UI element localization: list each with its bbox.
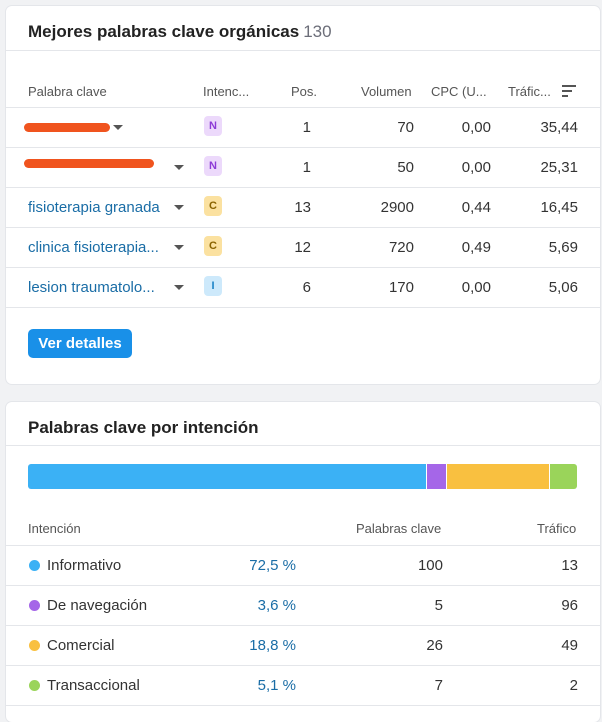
intent-keywords: 7 [434, 677, 443, 694]
keyword-link[interactable]: clinica fisioterapia... [28, 239, 159, 256]
pos-value: 12 [294, 239, 311, 256]
pos-value: 1 [302, 119, 311, 136]
intent-name: Transaccional [47, 677, 140, 694]
cpc-value: 0,00 [461, 279, 491, 296]
chevron-down-icon[interactable] [174, 285, 184, 290]
organic-keywords-card: Mejores palabras clave orgánicas 130 Pala… [6, 6, 600, 384]
volume-value: 170 [388, 279, 414, 296]
pos-value: 13 [294, 199, 311, 216]
redaction-mark [24, 159, 154, 168]
traffic-value: 5,69 [548, 239, 578, 256]
cpc-value: 0,00 [461, 159, 491, 176]
col-header-keyword[interactable]: Palabra clave [28, 84, 107, 99]
intent-traffic: 2 [569, 677, 578, 694]
intent-badge: I [204, 276, 222, 296]
intent-name: Comercial [47, 637, 115, 654]
col-header-intent: Intención [28, 521, 81, 536]
intent-name: Informativo [47, 557, 122, 574]
col-header-volume[interactable]: Volumen [361, 84, 412, 99]
traffic-value: 35,44 [540, 119, 578, 136]
navigational-dot-icon [29, 600, 40, 611]
intent-bar-segment[interactable] [446, 464, 549, 489]
organic-keywords-title: Mejores palabras clave orgánicas 130 [28, 22, 332, 42]
divider [6, 50, 600, 51]
intent-row: Comercial 18,8 % 26 49 [6, 626, 600, 666]
intent-traffic: 49 [561, 637, 578, 654]
intent-card: Palabras clave por intención Intención P… [6, 402, 600, 722]
traffic-value: 25,31 [540, 159, 578, 176]
col-header-cpc[interactable]: CPC (U... [431, 84, 487, 99]
divider [6, 445, 600, 446]
intent-badge: N [204, 116, 222, 136]
table-row: N 1 50 0,00 25,31 [6, 148, 600, 188]
intent-row: Informativo 72,5 % 100 13 [6, 546, 600, 586]
col-header-traffic[interactable]: Tráfic... [508, 84, 551, 99]
table-row: lesion traumatolo... I 6 170 0,00 5,06 [6, 268, 600, 308]
sort-icon[interactable] [562, 85, 576, 97]
intent-traffic: 13 [561, 557, 578, 574]
intent-row: De navegación 3,6 % 5 96 [6, 586, 600, 626]
intent-bar-segment[interactable] [426, 464, 446, 489]
keyword-link[interactable]: lesion traumatolo... [28, 279, 155, 296]
intent-keywords: 5 [434, 597, 443, 614]
table-row: clinica fisioterapia... C 12 720 0,49 5,… [6, 228, 600, 268]
col-header-pos[interactable]: Pos. [291, 84, 318, 99]
chevron-down-icon[interactable] [174, 165, 184, 170]
redacted-keyword [28, 165, 32, 181]
chevron-down-icon[interactable] [113, 125, 123, 130]
pos-value: 6 [302, 279, 311, 296]
table-row: N 1 70 0,00 35,44 [6, 108, 600, 148]
col-header-traffic: Tráfico [537, 521, 577, 536]
intent-keywords: 26 [426, 637, 443, 654]
organic-keywords-count: 130 [303, 22, 332, 41]
cpc-value: 0,44 [461, 199, 491, 216]
traffic-value: 5,06 [548, 279, 578, 296]
intent-pct[interactable]: 18,8 % [249, 637, 296, 654]
chevron-down-icon[interactable] [174, 205, 184, 210]
header-divider [6, 545, 600, 546]
chevron-down-icon[interactable] [174, 245, 184, 250]
volume-value: 70 [397, 119, 414, 136]
keyword-link[interactable]: fisioterapia granada [28, 199, 160, 216]
transactional-dot-icon [29, 680, 40, 691]
redaction-mark [24, 123, 110, 132]
header-divider [6, 107, 600, 108]
intent-pct[interactable]: 5,1 % [257, 677, 296, 694]
intent-bar-segment[interactable] [549, 464, 577, 489]
informative-dot-icon [29, 560, 40, 571]
col-header-keywords: Palabras clave [356, 521, 442, 536]
cpc-value: 0,00 [461, 119, 491, 136]
volume-value: 720 [388, 239, 414, 256]
intent-badge: C [204, 196, 222, 216]
intent-badge: C [204, 236, 222, 256]
cpc-value: 0,49 [461, 239, 491, 256]
intent-pct[interactable]: 72,5 % [249, 557, 296, 574]
volume-value: 50 [397, 159, 414, 176]
intent-row: Transaccional 5,1 % 7 2 [6, 666, 600, 706]
intent-pct[interactable]: 3,6 % [257, 597, 296, 614]
intent-name: De navegación [47, 597, 148, 614]
intent-bar-segment[interactable] [28, 464, 426, 489]
intent-badge: N [204, 156, 222, 176]
pos-value: 1 [302, 159, 311, 176]
col-header-intent[interactable]: Intenc... [203, 84, 250, 99]
intent-title: Palabras clave por intención [28, 418, 259, 437]
details-button[interactable]: Ver detalles [28, 329, 132, 358]
traffic-value: 16,45 [540, 199, 578, 216]
intent-traffic: 96 [561, 597, 578, 614]
table-row: fisioterapia granada C 13 2900 0,44 16,4… [6, 188, 600, 228]
commercial-dot-icon [29, 640, 40, 651]
organic-title-text: Mejores palabras clave orgánicas [28, 22, 300, 41]
intent-keywords: 100 [417, 557, 443, 574]
volume-value: 2900 [380, 199, 414, 216]
